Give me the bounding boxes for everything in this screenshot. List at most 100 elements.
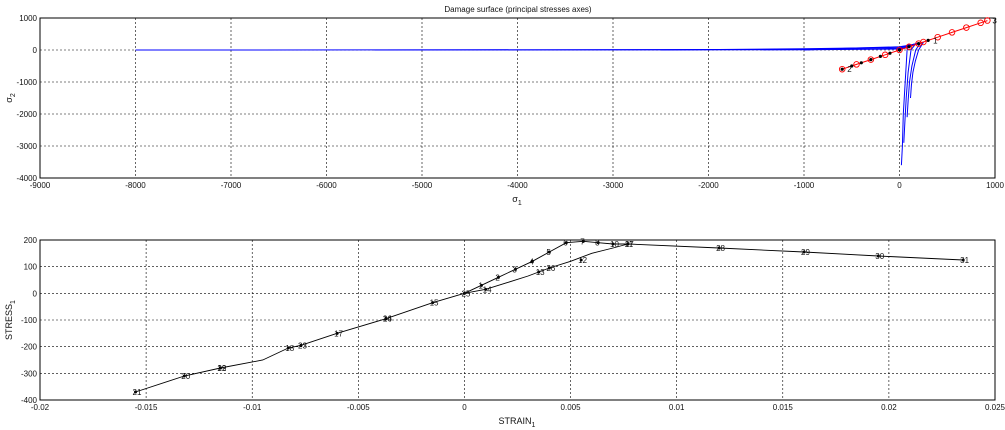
stress-path-marker bbox=[867, 56, 875, 63]
stress-path-point bbox=[888, 51, 892, 55]
step-label: 24 bbox=[383, 315, 392, 324]
p2-xtick-label: 0.01 bbox=[669, 403, 685, 412]
p2-xtick-label: -0.02 bbox=[31, 403, 50, 412]
stress-strain-point bbox=[961, 258, 965, 262]
stress-path-point bbox=[850, 64, 854, 68]
stress-strain-plot: -0.02 -0.015 -0.01 -0.005 0 0.005 0.01 0.015 0.0… bbox=[4, 236, 1005, 429]
step-label: 21 bbox=[133, 388, 142, 397]
step-label: 22 bbox=[217, 364, 226, 373]
p2-xtick-label: 0 bbox=[462, 403, 467, 412]
stress-path-point bbox=[869, 58, 873, 62]
plot2-xlabel: STRAIN1 bbox=[499, 416, 536, 429]
step-label: 28 bbox=[716, 244, 725, 253]
stress-strain-point bbox=[462, 291, 466, 295]
stress-strain-curve bbox=[135, 292, 465, 393]
p1-xtick-label: -7000 bbox=[221, 181, 242, 190]
stress-strain-point bbox=[335, 331, 339, 335]
stress-path-marker bbox=[934, 33, 941, 41]
p2-ytick-label: -300 bbox=[21, 369, 38, 378]
stress-path-point bbox=[897, 48, 902, 52]
damage-surface-curve bbox=[906, 42, 921, 118]
p1-xtick-label: 1000 bbox=[986, 181, 1004, 190]
step-label: 14 bbox=[483, 285, 492, 294]
stress-path-point bbox=[926, 38, 930, 43]
stress-strain-point bbox=[479, 283, 483, 287]
stress-strain-point bbox=[513, 267, 517, 271]
p2-ytick-label: -100 bbox=[21, 316, 38, 325]
step-label: 18 bbox=[285, 344, 294, 353]
plot1-ylabel: σ2 bbox=[4, 93, 17, 103]
plot1-xlabel: σ1 bbox=[512, 194, 522, 207]
p1-ytick-label: -1000 bbox=[17, 78, 38, 87]
p1-ytick-label: -3000 bbox=[17, 142, 38, 151]
p1-xtick-label: 0 bbox=[897, 181, 902, 190]
step-label: 10 bbox=[610, 240, 619, 249]
step-label: 17 bbox=[334, 329, 343, 338]
step-label: 1 bbox=[478, 281, 483, 290]
plot1-title: Damage surface (principal stresses axes) bbox=[444, 5, 592, 14]
path-point-label: 2 bbox=[847, 65, 852, 74]
p1-xtick-label: -8000 bbox=[125, 181, 146, 190]
step-label: 29 bbox=[801, 248, 810, 257]
step-label: 2 bbox=[495, 273, 500, 282]
stress-strain-curve bbox=[627, 243, 964, 261]
damage-surface-curve bbox=[903, 44, 916, 143]
p2-xtick-label: -0.01 bbox=[243, 403, 262, 412]
p1-xtick-label: -3000 bbox=[603, 181, 624, 190]
stress-path-point bbox=[907, 45, 911, 49]
p1-ytick-label: 1000 bbox=[19, 14, 37, 23]
stress-path-marker bbox=[896, 46, 903, 54]
p1-ytick-label: -4000 bbox=[17, 174, 38, 183]
stress-strain-point bbox=[530, 259, 534, 263]
stress-strain-point bbox=[596, 241, 600, 245]
step-label: 25 bbox=[461, 289, 470, 298]
stress-strain-point bbox=[134, 390, 137, 394]
stress-strain-point bbox=[547, 250, 551, 254]
p2-ytick-label: 200 bbox=[24, 236, 38, 245]
step-label: 3 bbox=[512, 265, 517, 274]
p1-xtick-label: -6000 bbox=[316, 181, 337, 190]
p1-xtick-label: -1000 bbox=[794, 181, 815, 190]
step-label: 26 bbox=[546, 264, 555, 273]
stress-path-marker bbox=[920, 38, 927, 46]
plot1-labels: 1 2 3 bbox=[847, 17, 997, 75]
plot1-grid bbox=[40, 18, 995, 178]
p2-ytick-label: -200 bbox=[21, 343, 38, 352]
p2-xtick-label: -0.005 bbox=[347, 403, 370, 412]
stress-strain-point bbox=[286, 346, 290, 350]
p1-ytick-label: 0 bbox=[33, 46, 38, 55]
step-label: 8 bbox=[595, 239, 600, 248]
p1-xtick-label: -5000 bbox=[412, 181, 433, 190]
stress-path-marker bbox=[977, 19, 984, 27]
stress-strain-point bbox=[547, 266, 551, 270]
plot2-y-ticks: -400 -300 -200 -100 0 100 200 bbox=[21, 236, 38, 405]
step-label: 30 bbox=[875, 252, 884, 261]
step-label: 7 bbox=[580, 237, 585, 246]
stress-strain-point bbox=[802, 250, 806, 254]
step-label: 20 bbox=[181, 372, 190, 381]
stress-strain-point bbox=[496, 275, 500, 279]
stress-strain-point bbox=[876, 254, 880, 258]
stress-strain-point bbox=[182, 374, 186, 378]
damage-surface-plot: Damage surface (principal stresses axes)… bbox=[4, 5, 1004, 207]
stress-path-marker bbox=[838, 65, 846, 73]
p2-xtick-label: 0.015 bbox=[773, 403, 794, 412]
stress-path-point bbox=[859, 61, 863, 65]
path-point-label: 1 bbox=[933, 36, 938, 45]
path-point-label: 3 bbox=[992, 17, 997, 26]
plot1-path bbox=[838, 17, 991, 73]
stress-path-marker bbox=[905, 43, 913, 51]
stress-path-marker bbox=[948, 29, 956, 36]
stress-strain-point bbox=[579, 258, 583, 262]
stress-strain-point bbox=[484, 287, 488, 291]
p2-ytick-label: 100 bbox=[24, 263, 38, 272]
stress-path-marker bbox=[984, 17, 991, 24]
stress-strain-point bbox=[717, 246, 721, 250]
step-label: 27 bbox=[625, 240, 634, 249]
step-label: 5 bbox=[546, 248, 551, 257]
stress-strain-point bbox=[218, 366, 222, 370]
plot1-x-ticks: -9000 -8000 -7000 -6000 -5000 -4000 -3000 -2000… bbox=[30, 181, 1005, 190]
p2-ytick-label: -400 bbox=[21, 396, 38, 405]
p1-xtick-label: -9000 bbox=[30, 181, 51, 190]
